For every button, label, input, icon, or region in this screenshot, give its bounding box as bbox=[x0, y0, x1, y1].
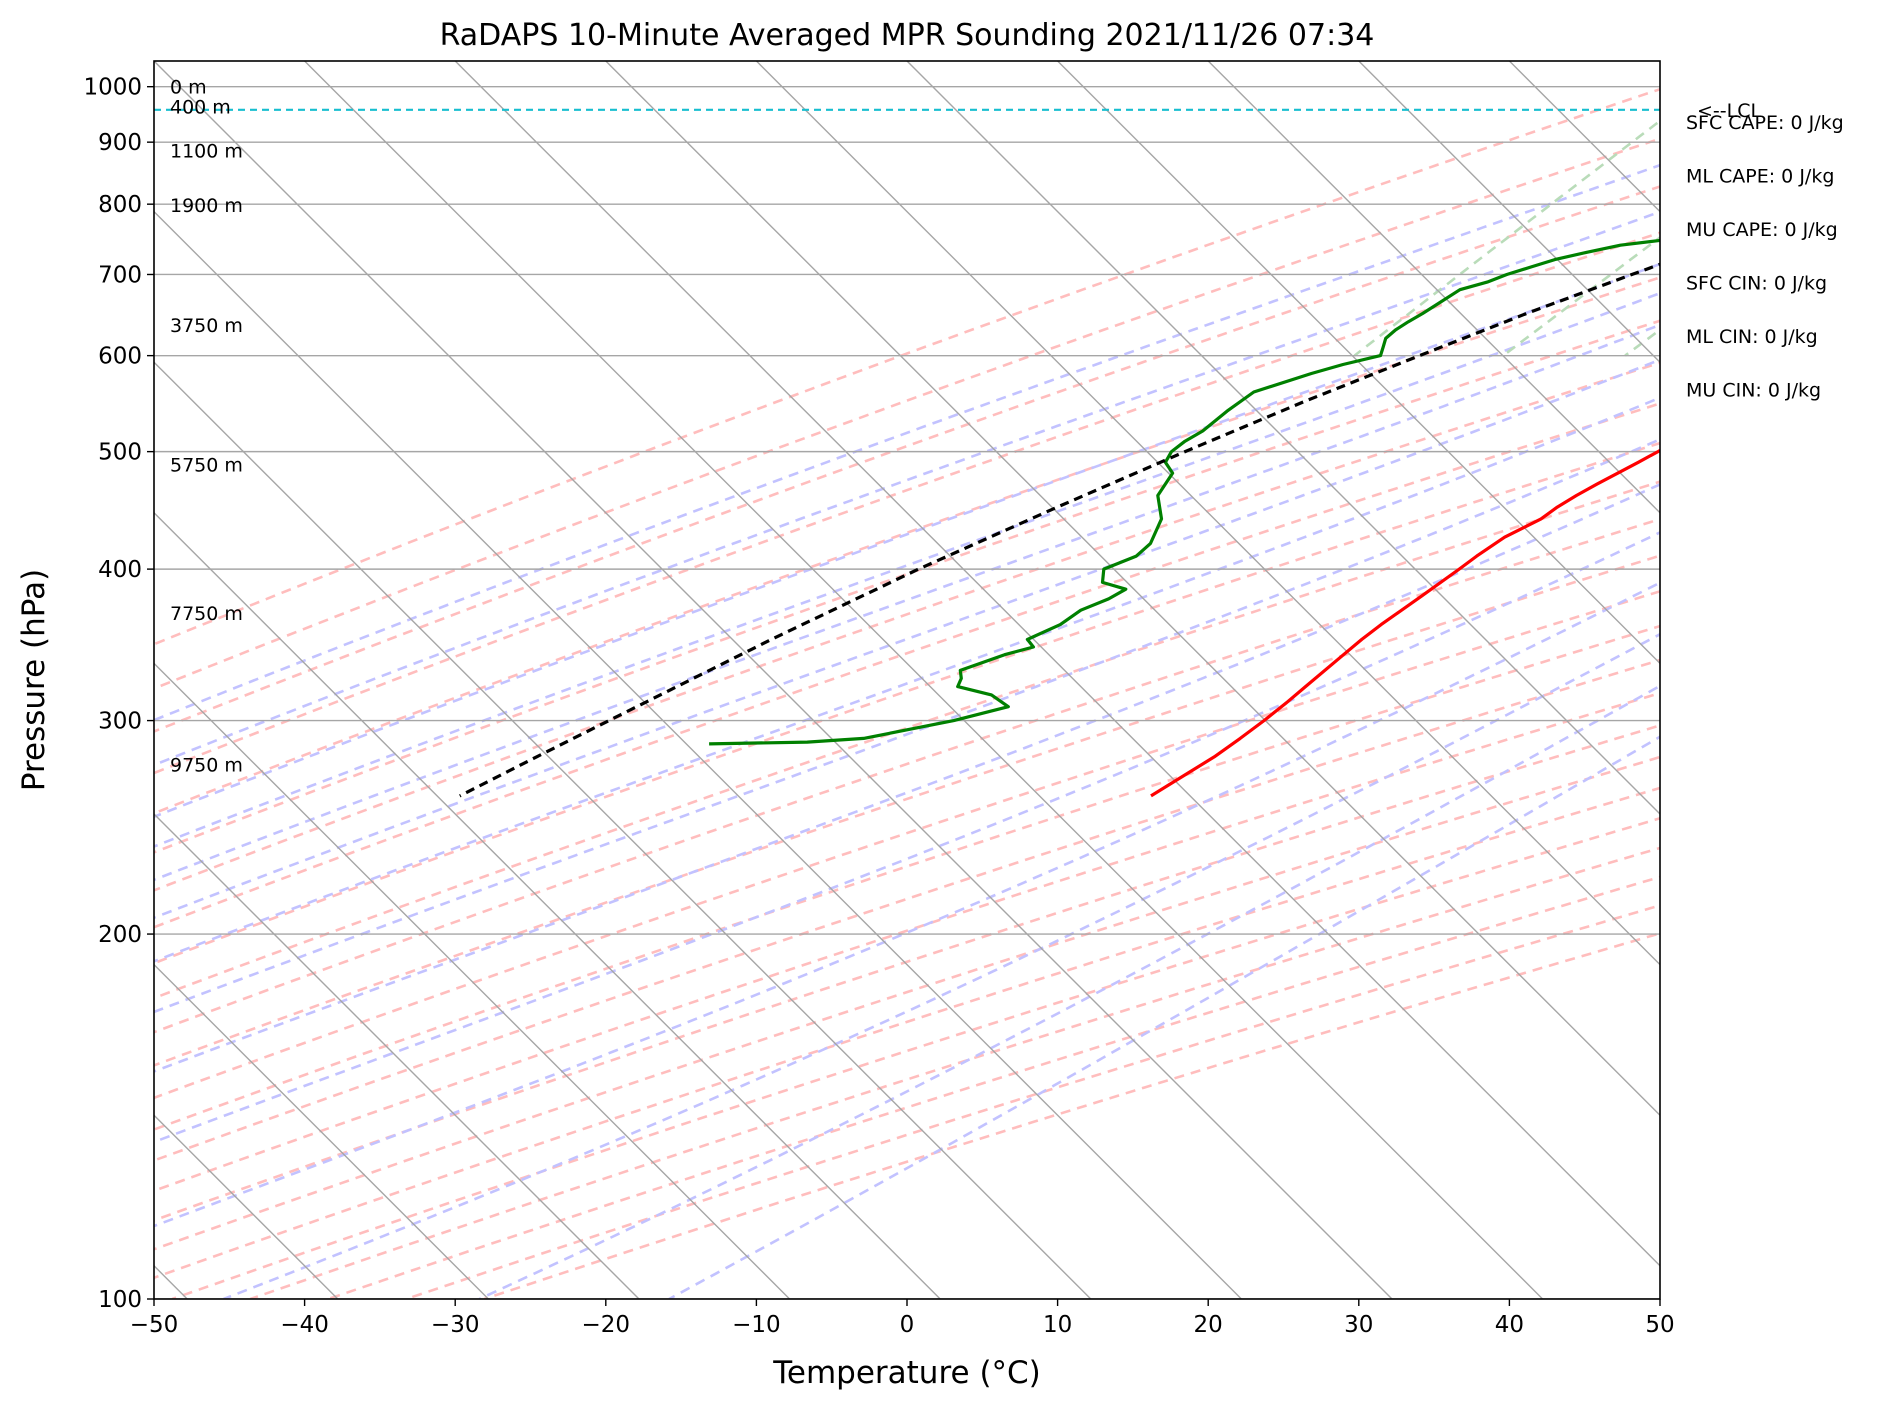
x-tick-label: 20 bbox=[1194, 1312, 1223, 1338]
mixing-ratio-line bbox=[1353, 119, 1660, 357]
moist-adiabat-line bbox=[154, 291, 1660, 848]
y-tick-label: 600 bbox=[98, 344, 142, 370]
x-tick-label: 30 bbox=[1344, 1312, 1373, 1338]
height-label: 3750 m bbox=[170, 315, 243, 337]
height-label: 1900 m bbox=[170, 195, 243, 217]
isotherm-line bbox=[304, 61, 1544, 1299]
x-tick-label: −30 bbox=[431, 1312, 480, 1338]
isotherm-line bbox=[154, 210, 1242, 1299]
dry-adiabat-line bbox=[154, 137, 1660, 690]
height-label: 0 m bbox=[170, 77, 207, 99]
height-label: 400 m bbox=[170, 97, 231, 119]
y-tick-label: 100 bbox=[98, 1287, 142, 1313]
isotherm-line bbox=[154, 662, 791, 1299]
isotherm-line bbox=[454, 61, 1660, 1267]
x-tick-label: −20 bbox=[582, 1312, 631, 1338]
x-tick-label: 50 bbox=[1645, 1312, 1674, 1338]
y-tick-label: 900 bbox=[98, 130, 142, 156]
x-tick-label: −10 bbox=[732, 1312, 781, 1338]
isotherm-line bbox=[154, 813, 640, 1299]
height-labels: 9750 m 7750 m 5750 m 3750 m 1900 m 1100 m 400 … bbox=[170, 77, 243, 777]
x-tick-label: −40 bbox=[280, 1312, 329, 1338]
x-tick-label: 40 bbox=[1495, 1312, 1524, 1338]
isotherm-line bbox=[154, 511, 941, 1299]
side-annotations: SFC CAPE: 0 J/kg ML CAPE: 0 J/kg MU CAPE: … bbox=[1686, 112, 1844, 402]
profile-lines bbox=[459, 238, 1660, 798]
y-axis-label: Pressure (hPa) bbox=[16, 569, 52, 791]
dry-adiabat-line bbox=[154, 87, 1660, 646]
stat-annotation: MU CAPE: 0 J/kg bbox=[1686, 219, 1838, 241]
moist-adiabat-line bbox=[154, 438, 1660, 1014]
dry-adiabat-line bbox=[154, 361, 1660, 892]
mixing-ratio-line bbox=[1502, 235, 1660, 357]
dry-adiabat-line bbox=[154, 319, 1660, 854]
temperature-profile-line bbox=[1150, 448, 1660, 798]
height-label: 7750 m bbox=[170, 603, 243, 625]
moist-adiabat-line bbox=[223, 632, 1660, 1299]
dewpoint-profile-line bbox=[709, 238, 1660, 746]
y-tick-label: 800 bbox=[98, 192, 142, 218]
isotherm-line bbox=[1057, 61, 1660, 665]
stat-annotation: MU CIN: 0 J/kg bbox=[1686, 380, 1821, 402]
moist-adiabat-line bbox=[154, 530, 1660, 1144]
height-label: 5750 m bbox=[170, 454, 243, 476]
isotherm-line bbox=[1207, 61, 1660, 514]
x-tick-label: −50 bbox=[130, 1312, 179, 1338]
y-tick-label: 1000 bbox=[83, 75, 142, 101]
x-tick-label: 0 bbox=[900, 1312, 915, 1338]
dry-adiabat-line bbox=[483, 931, 1660, 1299]
y-tick-label: 500 bbox=[98, 440, 142, 466]
dry-adiabat-line bbox=[154, 231, 1660, 775]
moist-adiabat-line bbox=[154, 323, 1660, 882]
x-tick-label: 10 bbox=[1043, 1312, 1072, 1338]
stat-annotation: SFC CAPE: 0 J/kg bbox=[1686, 112, 1844, 134]
dry-adiabat-line bbox=[154, 624, 1660, 1131]
plot-frame bbox=[153, 60, 1661, 1300]
dry-adiabat-line bbox=[249, 846, 1660, 1299]
dry-adiabat-line bbox=[154, 554, 1660, 1067]
dry-adiabat-line bbox=[154, 786, 1660, 1280]
y-tick-label: 300 bbox=[98, 709, 142, 735]
moist-adiabat-line bbox=[668, 735, 1660, 1299]
dry-adiabat-line bbox=[154, 755, 1660, 1251]
dry-adiabat-line bbox=[154, 517, 1660, 1034]
y-tick-label: 700 bbox=[98, 262, 142, 288]
dry-adiabat-line bbox=[154, 185, 1660, 733]
isotherm-line bbox=[154, 361, 1092, 1299]
isotherm-line bbox=[1811, 61, 1882, 1299]
axis-ticks: −50 −40 −30 −20 −10 0 10 20 30 40 50 100 200 300 400 50… bbox=[83, 75, 1674, 1338]
stat-annotation: SFC CIN: 0 J/kg bbox=[1686, 273, 1827, 295]
dry-adiabat-line bbox=[171, 816, 1660, 1299]
mixing-ratio-line bbox=[1800, 61, 1882, 356]
isotherm-line bbox=[605, 61, 1660, 1117]
y-tick-label: 200 bbox=[98, 922, 142, 948]
x-axis-label: Temperature (°C) bbox=[772, 1355, 1041, 1391]
background-lines bbox=[154, 61, 1882, 1299]
moist-adiabat-line bbox=[154, 581, 1660, 1228]
height-label: 1100 m bbox=[170, 140, 243, 162]
isotherm-line bbox=[1659, 61, 1660, 62]
isotherm-line bbox=[1358, 61, 1660, 364]
dry-adiabat-line bbox=[154, 402, 1660, 929]
isotherm-line bbox=[906, 61, 1660, 815]
isotherm-line bbox=[154, 963, 489, 1299]
dry-adiabat-line bbox=[154, 589, 1660, 1100]
stat-annotation: ML CAPE: 0 J/kg bbox=[1686, 166, 1834, 188]
lcl-label: <--LCL bbox=[1697, 100, 1761, 122]
stat-annotation: ML CIN: 0 J/kg bbox=[1686, 326, 1818, 348]
chart-title: RaDAPS 10-Minute Averaged MPR Sounding 2… bbox=[440, 18, 1375, 53]
moist-adiabat-line bbox=[154, 358, 1660, 920]
moist-adiabat-line bbox=[154, 482, 1660, 1073]
isotherm-line bbox=[755, 61, 1660, 966]
isotherm-line bbox=[154, 61, 1393, 1299]
y-tick-label: 400 bbox=[98, 557, 142, 583]
height-label: 9750 m bbox=[170, 755, 243, 777]
